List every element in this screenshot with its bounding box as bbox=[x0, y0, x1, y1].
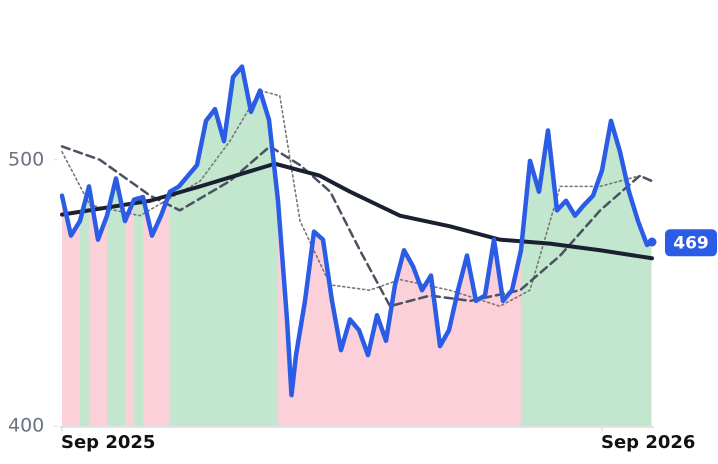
area-fill bbox=[377, 315, 386, 426]
area-fill bbox=[305, 231, 314, 426]
area-fill bbox=[431, 275, 440, 426]
short-average-line bbox=[61, 89, 653, 307]
area-fill bbox=[179, 175, 188, 426]
y-tick-label: 400 bbox=[8, 415, 44, 437]
area-fill bbox=[233, 66, 242, 426]
area-fill bbox=[125, 199, 134, 426]
area-fill bbox=[647, 242, 652, 426]
area-fill bbox=[395, 250, 404, 426]
area-fill bbox=[575, 205, 584, 426]
area-fill bbox=[62, 195, 71, 426]
area-fill bbox=[332, 300, 341, 426]
x-tick-label: Sep 2026 bbox=[601, 432, 695, 453]
area-fill bbox=[350, 319, 359, 426]
area-fill bbox=[260, 90, 269, 427]
area-fill bbox=[566, 200, 575, 426]
area-fill bbox=[134, 197, 143, 426]
area-fill bbox=[242, 66, 251, 426]
area-fill bbox=[224, 77, 233, 427]
area-fill bbox=[512, 250, 521, 426]
last-point bbox=[647, 237, 657, 247]
area-fill bbox=[143, 197, 152, 426]
area-fill bbox=[593, 170, 602, 426]
area-fill bbox=[530, 160, 539, 426]
mid-average-line bbox=[60, 145, 654, 308]
price-line bbox=[59, 64, 654, 398]
last-value-badge bbox=[665, 229, 717, 257]
area-fill bbox=[251, 90, 260, 427]
area-fill bbox=[98, 215, 107, 426]
area-fill bbox=[422, 275, 431, 426]
area-fill bbox=[314, 231, 323, 426]
area-fill bbox=[557, 200, 566, 426]
long-average-line bbox=[60, 161, 654, 261]
area-fill bbox=[368, 315, 377, 426]
area-fill bbox=[71, 220, 80, 426]
area-fill bbox=[80, 186, 89, 426]
area-fill bbox=[161, 191, 170, 426]
y-tick-label: 500 bbox=[8, 148, 44, 170]
area-fill bbox=[296, 300, 305, 426]
area-fill bbox=[89, 186, 98, 426]
area-fill bbox=[458, 255, 467, 426]
area-fill bbox=[476, 295, 485, 426]
area-fill bbox=[584, 195, 593, 426]
area-fill bbox=[107, 178, 116, 426]
area-fill bbox=[170, 186, 179, 426]
area-fill bbox=[386, 284, 395, 426]
area-fill bbox=[206, 109, 215, 426]
area-fill bbox=[602, 120, 611, 426]
area-fill bbox=[413, 266, 422, 426]
area-fill bbox=[188, 165, 197, 426]
x-tick-label: Sep 2025 bbox=[61, 432, 155, 453]
area-fill bbox=[629, 191, 638, 426]
area-fill bbox=[503, 290, 512, 426]
area-fill bbox=[152, 215, 161, 426]
area-fill bbox=[215, 109, 224, 426]
area-fill bbox=[620, 151, 629, 426]
area-fill bbox=[611, 120, 620, 426]
area-fill bbox=[539, 130, 548, 426]
area-fill bbox=[440, 330, 449, 426]
last-value-label: 469 bbox=[673, 233, 709, 253]
area-fill bbox=[116, 178, 125, 426]
area-fill bbox=[638, 220, 647, 426]
area-fill bbox=[404, 250, 413, 426]
